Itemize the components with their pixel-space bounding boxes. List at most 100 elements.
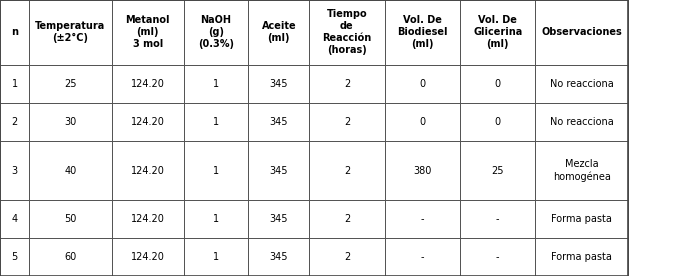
Bar <box>248 141 309 200</box>
Text: Observaciones: Observaciones <box>542 27 622 38</box>
Bar <box>29 141 112 200</box>
Text: Tiempo
de
Reacción
(horas): Tiempo de Reacción (horas) <box>322 9 371 55</box>
Bar <box>0 103 29 141</box>
Text: 345: 345 <box>269 79 288 89</box>
Text: 1: 1 <box>213 214 219 224</box>
Bar <box>460 65 535 103</box>
Bar <box>385 103 460 141</box>
Text: Aceite
(ml): Aceite (ml) <box>262 22 296 43</box>
Text: No reacciona: No reacciona <box>550 79 614 89</box>
Text: 5: 5 <box>12 252 17 262</box>
Bar <box>0 238 29 276</box>
Text: 2: 2 <box>344 117 350 127</box>
Text: 0: 0 <box>495 79 500 89</box>
Bar <box>385 65 460 103</box>
Bar <box>29 0 112 65</box>
Text: 40: 40 <box>64 166 77 176</box>
Bar <box>112 141 184 200</box>
Text: 345: 345 <box>269 214 288 224</box>
Text: 124.20: 124.20 <box>131 214 165 224</box>
Text: 30: 30 <box>64 117 77 127</box>
Bar <box>112 238 184 276</box>
Bar <box>535 65 628 103</box>
Text: 124.20: 124.20 <box>131 79 165 89</box>
Bar <box>460 200 535 238</box>
Bar <box>112 200 184 238</box>
Text: Forma pasta: Forma pasta <box>551 252 612 262</box>
Text: Forma pasta: Forma pasta <box>551 214 612 224</box>
Bar <box>29 65 112 103</box>
Bar <box>309 200 385 238</box>
Text: Temperatura
(±2°C): Temperatura (±2°C) <box>36 21 105 44</box>
Text: 2: 2 <box>12 117 17 127</box>
Bar <box>0 141 29 200</box>
Bar <box>184 65 248 103</box>
Text: n: n <box>11 27 18 38</box>
Bar <box>460 238 535 276</box>
Bar <box>112 65 184 103</box>
Bar <box>184 200 248 238</box>
Bar <box>309 0 385 65</box>
Text: -: - <box>420 252 424 262</box>
Bar <box>112 103 184 141</box>
Text: 1: 1 <box>12 79 17 89</box>
Text: -: - <box>496 214 500 224</box>
Bar <box>248 238 309 276</box>
Text: 1: 1 <box>213 117 219 127</box>
Text: 2: 2 <box>344 79 350 89</box>
Text: 0: 0 <box>419 79 425 89</box>
Bar <box>112 0 184 65</box>
Bar <box>535 141 628 200</box>
Bar <box>385 238 460 276</box>
Bar <box>248 0 309 65</box>
Text: 380: 380 <box>413 166 431 176</box>
Bar <box>29 200 112 238</box>
Bar <box>0 0 29 65</box>
Bar <box>184 103 248 141</box>
Bar <box>309 238 385 276</box>
Text: 25: 25 <box>491 166 504 176</box>
Bar <box>248 200 309 238</box>
Text: 2: 2 <box>344 214 350 224</box>
Text: -: - <box>496 252 500 262</box>
Text: 2: 2 <box>344 252 350 262</box>
Text: 60: 60 <box>64 252 77 262</box>
Bar <box>248 103 309 141</box>
Bar <box>385 141 460 200</box>
Bar <box>309 65 385 103</box>
Text: 1: 1 <box>213 252 219 262</box>
Text: -: - <box>420 214 424 224</box>
Bar <box>309 141 385 200</box>
Text: 124.20: 124.20 <box>131 117 165 127</box>
Bar <box>535 200 628 238</box>
Text: 25: 25 <box>64 79 77 89</box>
Text: Vol. De
Glicerina
(ml): Vol. De Glicerina (ml) <box>473 15 522 49</box>
Text: 3: 3 <box>12 166 17 176</box>
Bar <box>184 0 248 65</box>
Text: No reacciona: No reacciona <box>550 117 614 127</box>
Text: Vol. De
Biodiesel
(ml): Vol. De Biodiesel (ml) <box>397 15 447 49</box>
Text: 2: 2 <box>344 166 350 176</box>
Bar <box>309 103 385 141</box>
Bar <box>0 200 29 238</box>
Bar <box>29 238 112 276</box>
Bar <box>535 103 628 141</box>
Text: Mezcla
homogénea: Mezcla homogénea <box>553 159 611 182</box>
Bar <box>184 141 248 200</box>
Text: NaOH
(g)
(0.3%): NaOH (g) (0.3%) <box>198 15 234 49</box>
Text: Metanol
(ml)
3 mol: Metanol (ml) 3 mol <box>126 15 170 49</box>
Bar <box>460 0 535 65</box>
Text: 124.20: 124.20 <box>131 166 165 176</box>
Text: 124.20: 124.20 <box>131 252 165 262</box>
Bar <box>385 0 460 65</box>
Text: 4: 4 <box>12 214 17 224</box>
Text: 345: 345 <box>269 117 288 127</box>
Bar <box>29 103 112 141</box>
Bar <box>0 65 29 103</box>
Bar <box>460 141 535 200</box>
Bar <box>535 238 628 276</box>
Bar <box>460 103 535 141</box>
Bar <box>535 0 628 65</box>
Text: 1: 1 <box>213 166 219 176</box>
Text: 1: 1 <box>213 79 219 89</box>
